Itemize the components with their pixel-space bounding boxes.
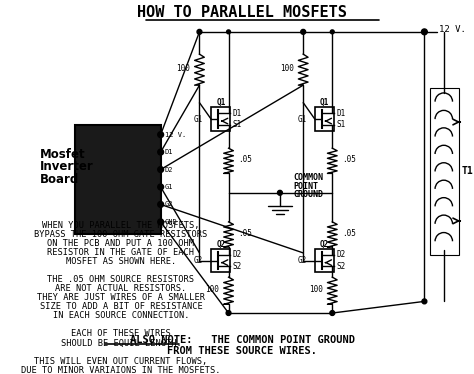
Text: WHEN YOU PARALLEL THE MOSFETS,: WHEN YOU PARALLEL THE MOSFETS,	[42, 221, 200, 230]
Circle shape	[158, 149, 164, 155]
Circle shape	[197, 30, 202, 34]
Text: T1: T1	[461, 166, 473, 177]
Text: Inverter: Inverter	[39, 160, 93, 173]
Text: G2: G2	[194, 256, 203, 265]
Circle shape	[422, 299, 427, 304]
Text: GROUND: GROUND	[293, 190, 323, 199]
Circle shape	[301, 30, 306, 34]
Text: Mosfet: Mosfet	[39, 147, 85, 160]
Text: D2: D2	[232, 250, 242, 259]
Text: .05: .05	[238, 229, 252, 238]
Bar	[211, 249, 230, 272]
Text: BYPASS THE 100 OHM GATE RESISTORS: BYPASS THE 100 OHM GATE RESISTORS	[34, 230, 208, 239]
Text: S1: S1	[336, 120, 346, 129]
Text: Q1: Q1	[216, 98, 226, 107]
Text: Q1: Q1	[320, 98, 329, 107]
Text: THEY ARE JUST WIRES OF A SMALLER: THEY ARE JUST WIRES OF A SMALLER	[37, 293, 205, 303]
Text: POINT: POINT	[293, 181, 319, 190]
Text: HOW TO PARALLEL MOSFETS: HOW TO PARALLEL MOSFETS	[137, 5, 347, 20]
Bar	[75, 125, 161, 233]
Text: D1: D1	[232, 109, 242, 118]
Text: 100: 100	[205, 285, 219, 294]
Text: .05: .05	[342, 229, 356, 238]
Circle shape	[227, 30, 230, 34]
Circle shape	[226, 310, 231, 315]
Text: 100: 100	[309, 285, 323, 294]
Text: G2: G2	[164, 202, 173, 208]
Text: THIS WILL EVEN OUT CURRENT FLOWS,: THIS WILL EVEN OUT CURRENT FLOWS,	[34, 356, 208, 365]
Text: 100: 100	[176, 64, 190, 73]
Text: SHOULD BE EQUIL LENGTH.: SHOULD BE EQUIL LENGTH.	[61, 338, 181, 347]
Text: RESISTOR IN THE GATE OF EACH: RESISTOR IN THE GATE OF EACH	[47, 248, 194, 257]
Text: GND: GND	[164, 219, 177, 225]
Text: G1: G1	[194, 114, 203, 124]
Text: G2: G2	[298, 256, 307, 265]
Text: G1: G1	[298, 114, 307, 124]
Text: 100: 100	[280, 64, 293, 73]
Bar	[430, 88, 459, 255]
Text: S1: S1	[232, 120, 242, 129]
Text: .05: .05	[342, 155, 356, 164]
Text: .05: .05	[238, 155, 252, 164]
Text: MOSFET AS SHOWN HERE.: MOSFET AS SHOWN HERE.	[66, 257, 176, 266]
Text: D1: D1	[164, 149, 173, 155]
Text: THE .05 OHM SOURCE RESISTORS: THE .05 OHM SOURCE RESISTORS	[47, 275, 194, 284]
Text: 12 V.: 12 V.	[439, 25, 466, 34]
Text: S2: S2	[336, 262, 346, 271]
Circle shape	[158, 202, 164, 207]
Text: D2: D2	[164, 166, 173, 172]
Text: S2: S2	[232, 262, 242, 271]
Text: IN EACH SOURCE CONNECTION.: IN EACH SOURCE CONNECTION.	[53, 312, 189, 321]
Text: D2: D2	[336, 250, 346, 259]
Text: COMMON: COMMON	[293, 173, 323, 182]
Bar	[315, 249, 334, 272]
Text: DUE TO MINOR VARIAIONS IN THE MOSFETS.: DUE TO MINOR VARIAIONS IN THE MOSFETS.	[21, 365, 221, 374]
Text: ALSO NOTE:   THE COMMON POINT GROUND: ALSO NOTE: THE COMMON POINT GROUND	[129, 335, 355, 345]
Circle shape	[277, 190, 283, 195]
Circle shape	[158, 132, 164, 138]
Text: FROM THESE SOURCE WIRES.: FROM THESE SOURCE WIRES.	[167, 346, 317, 356]
Text: Board: Board	[39, 173, 79, 186]
Circle shape	[330, 30, 334, 34]
Bar	[211, 107, 230, 131]
Circle shape	[421, 29, 427, 35]
Text: 12 V.: 12 V.	[164, 132, 186, 138]
Text: Q2: Q2	[216, 240, 226, 249]
Text: Q2: Q2	[320, 240, 329, 249]
Text: SIZE TO ADD A BIT OF RESISTANCE: SIZE TO ADD A BIT OF RESISTANCE	[39, 303, 202, 312]
Text: G1: G1	[164, 184, 173, 190]
Circle shape	[330, 310, 335, 315]
Text: ON THE PCB AND PUT A 100 OHM: ON THE PCB AND PUT A 100 OHM	[47, 239, 194, 248]
Text: ARE NOT ACTUAL RESISTORS.: ARE NOT ACTUAL RESISTORS.	[55, 284, 187, 293]
Text: D1: D1	[336, 109, 346, 118]
Text: EACH OF THESE WIRES: EACH OF THESE WIRES	[71, 329, 171, 338]
Bar	[315, 107, 334, 131]
Circle shape	[158, 184, 164, 190]
Circle shape	[158, 167, 164, 172]
Circle shape	[158, 219, 164, 225]
